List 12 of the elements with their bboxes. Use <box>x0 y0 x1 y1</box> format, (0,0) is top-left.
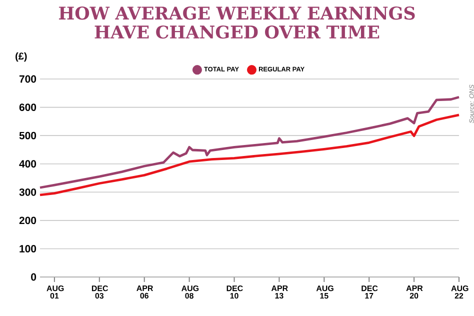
y-tick-label: 500 <box>19 132 36 140</box>
line-series <box>38 96 460 189</box>
chart-title: HOW AVERAGE WEEKLY EARNINGS HAVE CHANGED OVER TIME <box>58 6 415 39</box>
line-series <box>38 114 460 196</box>
y-tick-label: 600 <box>19 104 36 111</box>
y-tick-label: 200 <box>19 216 36 224</box>
y-tick-label: 100 <box>20 245 36 252</box>
y-tick-label: 0 <box>31 273 36 281</box>
y-tick-label: 700 <box>19 75 36 83</box>
y-tick-label: 400 <box>19 160 36 168</box>
y-axis-title: (£) <box>16 52 27 62</box>
y-tick-label: 300 <box>19 188 36 196</box>
